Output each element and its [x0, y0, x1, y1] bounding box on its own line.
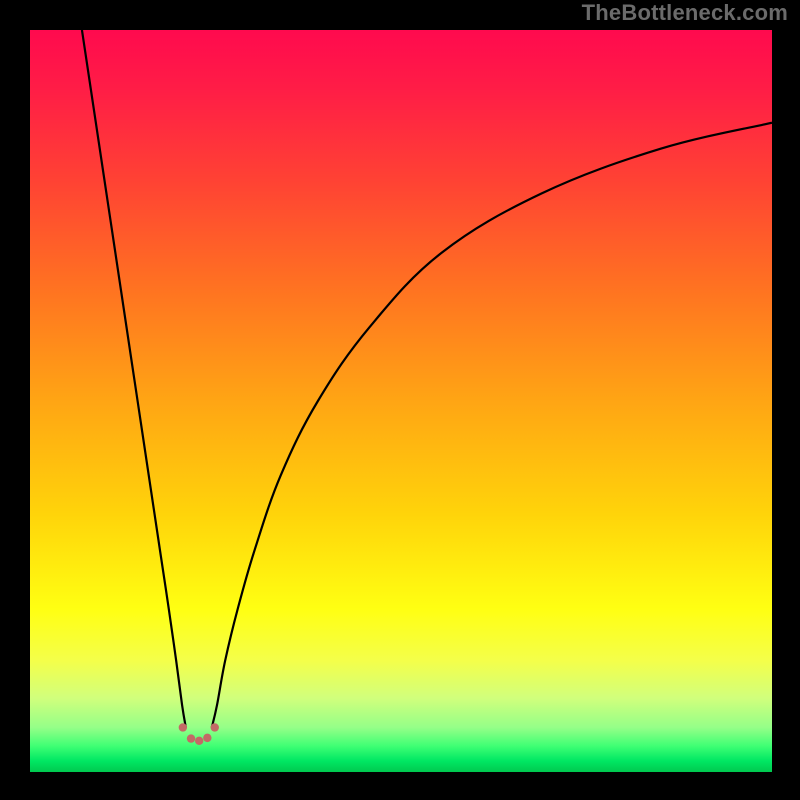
plot-area [30, 30, 772, 772]
watermark-text: TheBottleneck.com [582, 0, 788, 26]
chart-root: TheBottleneck.com [0, 0, 800, 800]
heat-gradient-background [30, 30, 772, 772]
